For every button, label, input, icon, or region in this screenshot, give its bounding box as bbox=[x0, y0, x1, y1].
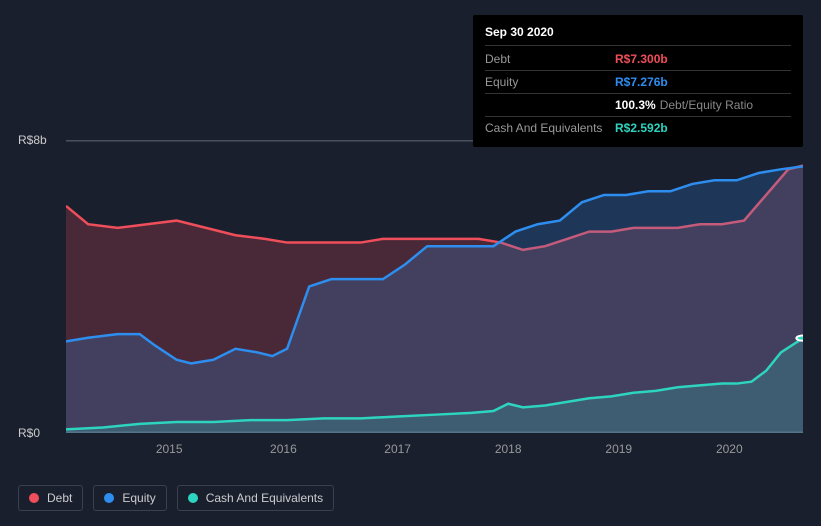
chart-legend: Debt Equity Cash And Equivalents bbox=[18, 485, 334, 511]
tooltip-row-value: R$2.592b bbox=[615, 119, 668, 137]
legend-swatch-icon bbox=[104, 493, 114, 503]
legend-item[interactable]: Cash And Equivalents bbox=[177, 485, 334, 511]
tooltip-row-label: Cash And Equivalents bbox=[485, 119, 615, 137]
x-axis-tick-label: 2015 bbox=[156, 442, 183, 456]
legend-item[interactable]: Debt bbox=[18, 485, 83, 511]
tooltip-rows: DebtR$7.300bEquityR$7.276b100.3%Debt/Equ… bbox=[485, 48, 791, 139]
legend-label: Equity bbox=[122, 491, 155, 505]
legend-swatch-icon bbox=[29, 493, 39, 503]
chart-plot-area[interactable] bbox=[66, 140, 803, 433]
tooltip-date: Sep 30 2020 bbox=[485, 23, 791, 46]
chart-tooltip: Sep 30 2020 DebtR$7.300bEquityR$7.276b10… bbox=[473, 15, 803, 147]
y-axis-tick-label: R$8b bbox=[18, 133, 47, 147]
y-axis-tick-label: R$0 bbox=[18, 426, 40, 440]
tooltip-row-label bbox=[485, 96, 615, 114]
x-axis-tick-label: 2018 bbox=[495, 442, 522, 456]
tooltip-row: DebtR$7.300b bbox=[485, 48, 791, 71]
tooltip-row-label: Equity bbox=[485, 73, 615, 91]
legend-label: Cash And Equivalents bbox=[206, 491, 323, 505]
legend-label: Debt bbox=[47, 491, 72, 505]
chart-svg bbox=[66, 140, 803, 433]
hover-marker-icon bbox=[796, 336, 803, 341]
tooltip-row-label: Debt bbox=[485, 50, 615, 68]
tooltip-row-value: 100.3% bbox=[615, 96, 656, 114]
x-axis-tick-label: 2016 bbox=[270, 442, 297, 456]
tooltip-row-value: R$7.276b bbox=[615, 73, 668, 91]
legend-swatch-icon bbox=[188, 493, 198, 503]
x-axis-tick-label: 2019 bbox=[605, 442, 632, 456]
chart-container: Sep 30 2020 DebtR$7.300bEquityR$7.276b10… bbox=[0, 0, 821, 526]
tooltip-row: Cash And EquivalentsR$2.592b bbox=[485, 117, 791, 139]
legend-item[interactable]: Equity bbox=[93, 485, 166, 511]
x-axis-tick-label: 2017 bbox=[384, 442, 411, 456]
tooltip-row: EquityR$7.276b bbox=[485, 71, 791, 94]
x-axis-tick-label: 2020 bbox=[716, 442, 743, 456]
chart-wrap: R$8b R$0 2015 2016 2017 2018 2019 2020 bbox=[18, 125, 803, 458]
tooltip-row-extra: Debt/Equity Ratio bbox=[660, 96, 753, 114]
x-axis-labels: 2015 2016 2017 2018 2019 2020 bbox=[66, 440, 803, 458]
tooltip-row-value: R$7.300b bbox=[615, 50, 668, 68]
tooltip-row: 100.3%Debt/Equity Ratio bbox=[485, 94, 791, 117]
